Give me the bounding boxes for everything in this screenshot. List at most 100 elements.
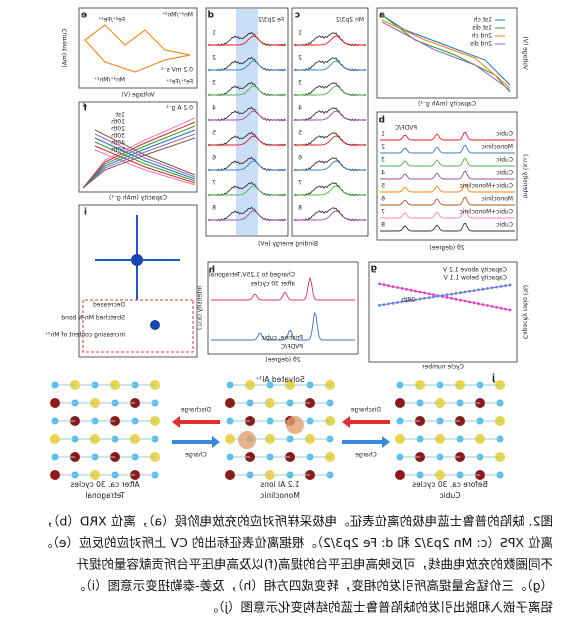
label: 8 xyxy=(298,205,302,212)
label: PVDF/C xyxy=(281,344,303,351)
axes-frame xyxy=(78,7,198,89)
point xyxy=(477,302,480,306)
point xyxy=(454,297,458,301)
label: Capacity (mAh g⁻¹) xyxy=(109,195,167,202)
atom xyxy=(226,417,234,425)
dashed-box xyxy=(82,299,194,353)
curve xyxy=(293,57,367,72)
curve xyxy=(94,141,196,182)
label: Monoclinic xyxy=(481,144,513,151)
atom xyxy=(395,398,405,408)
label: 8 xyxy=(381,222,385,229)
atom xyxy=(226,381,234,389)
label: 7 xyxy=(212,180,216,187)
point xyxy=(490,286,494,290)
point xyxy=(468,300,471,304)
point xyxy=(409,288,413,292)
label: 2 xyxy=(298,55,302,62)
atom xyxy=(396,417,404,425)
label: Capacity (mAh g⁻¹) xyxy=(418,101,476,108)
curve xyxy=(293,182,367,197)
atom xyxy=(50,470,60,480)
curve xyxy=(380,170,515,180)
point xyxy=(459,298,462,302)
curve xyxy=(82,129,196,189)
label: Current (mA) xyxy=(62,28,69,67)
label: Cubic+Monoclinic xyxy=(459,209,513,216)
label: Cubic xyxy=(440,491,461,500)
label: Pristine, cubic xyxy=(261,335,303,342)
curve xyxy=(82,121,196,189)
point xyxy=(486,287,489,290)
label: 6 xyxy=(381,196,385,203)
atom xyxy=(51,417,59,425)
curve xyxy=(293,207,367,222)
atom xyxy=(50,398,60,408)
point xyxy=(486,304,489,307)
label: 0.2 mV s⁻¹ xyxy=(160,67,193,74)
label: 2θ (degree) xyxy=(429,245,464,252)
label: 1st ch xyxy=(473,17,492,24)
atom xyxy=(226,453,234,461)
point xyxy=(400,287,404,290)
curve xyxy=(381,21,511,91)
label: Cubic xyxy=(496,222,513,229)
curve xyxy=(380,157,515,167)
label: Increasing content of Mn³⁺ xyxy=(45,332,125,339)
label: d xyxy=(208,11,214,21)
label: Charge xyxy=(185,452,207,459)
curve xyxy=(208,185,286,196)
point xyxy=(405,299,408,303)
point xyxy=(387,284,390,288)
label: 5 xyxy=(212,130,216,137)
label: Cubic+Monoclinic xyxy=(459,183,513,190)
curve xyxy=(94,149,196,186)
curve xyxy=(380,144,515,154)
point xyxy=(378,303,381,307)
label: Fe³⁺/Fe²⁺ xyxy=(166,79,193,86)
label: b xyxy=(378,116,385,126)
ion xyxy=(238,431,256,449)
axes-frame xyxy=(368,261,518,363)
curve xyxy=(208,160,286,171)
label: Decreased xyxy=(93,302,125,309)
point xyxy=(382,283,386,287)
curve xyxy=(294,210,366,221)
point xyxy=(459,291,462,295)
label: 5 xyxy=(381,183,385,190)
curve xyxy=(294,85,366,96)
point xyxy=(405,287,408,291)
point xyxy=(378,282,381,286)
label: Binding energy (eV) xyxy=(258,241,318,248)
atom xyxy=(51,381,59,389)
label: Stretched Mn-N bond xyxy=(61,315,125,322)
curve xyxy=(380,222,515,232)
point xyxy=(418,290,422,294)
label: e xyxy=(81,11,87,21)
point xyxy=(400,300,404,304)
caption-line: 铝离子嵌入和脱出引发的缺陷普鲁士蓝的结构变化示意图（j）。 xyxy=(206,600,553,615)
point xyxy=(427,292,431,296)
label: 7 xyxy=(381,209,385,216)
point xyxy=(477,288,480,292)
label: Cycle number xyxy=(422,364,464,371)
atom xyxy=(396,381,404,389)
point xyxy=(508,308,512,312)
label: 6 xyxy=(298,155,302,162)
curve xyxy=(208,35,286,46)
axes-frame xyxy=(78,204,198,358)
label: 4 xyxy=(381,170,385,177)
point xyxy=(396,286,399,289)
curve xyxy=(294,135,366,146)
curve xyxy=(82,133,196,189)
label: h xyxy=(209,266,215,276)
point xyxy=(414,298,417,302)
point xyxy=(472,301,476,305)
curve xyxy=(208,210,286,221)
atom xyxy=(396,453,404,461)
label: After ca. 30 cycles xyxy=(70,480,139,489)
label: 1 xyxy=(212,30,216,37)
